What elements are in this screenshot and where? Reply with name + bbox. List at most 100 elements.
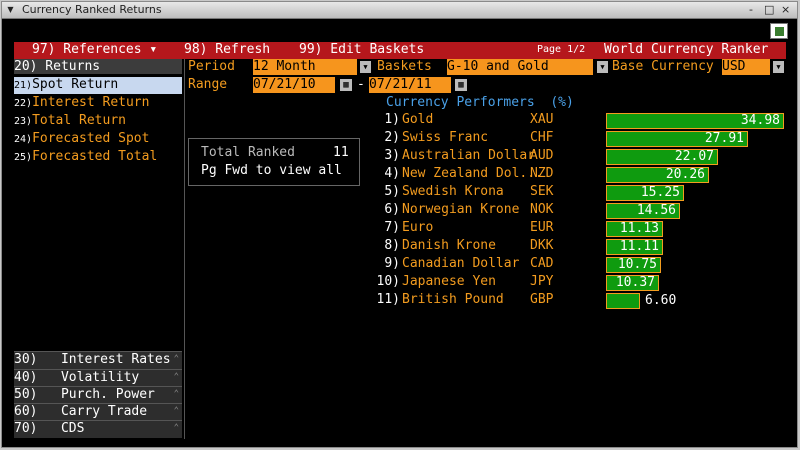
performer-value-label: 10.75 xyxy=(617,257,657,272)
system-menu-icon[interactable]: ▼ xyxy=(7,5,14,14)
performer-code: XAU xyxy=(530,112,554,127)
calendar-icon[interactable]: ▦ xyxy=(455,79,467,91)
calendar-icon[interactable]: ▦ xyxy=(340,79,352,91)
sidebar-item-forecasted-total[interactable]: 25)Forecasted Total xyxy=(14,149,158,164)
page-indicator: Page 1/2 xyxy=(537,44,586,55)
performer-name: Danish Krone xyxy=(402,238,496,253)
performer-rank: 7) xyxy=(384,220,400,235)
sidebar-section-purch-power[interactable]: 50) Purch. Power ⌃ xyxy=(14,386,182,404)
performer-value-label: 10.37 xyxy=(615,275,655,290)
sidebar-item-interest-return[interactable]: 22)Interest Return xyxy=(14,95,150,110)
title-bar: ▼ Currency Ranked Returns - □ × xyxy=(2,2,797,19)
page-forward-hint: Pg Fwd to view all xyxy=(201,163,342,178)
performer-value-label: 11.13 xyxy=(619,221,659,236)
performer-name: Norwegian Krone xyxy=(402,202,520,217)
performer-code: GBP xyxy=(530,292,554,307)
sidebar-section-volatility[interactable]: 40) Volatility ⌃ xyxy=(14,369,182,387)
export-icon[interactable] xyxy=(770,23,788,39)
app-name: World Currency Ranker xyxy=(604,42,769,57)
references-menu[interactable]: 97) References ▾ xyxy=(32,42,158,57)
range-end-input[interactable]: 07/21/11 xyxy=(369,77,451,93)
performer-rank: 5) xyxy=(384,184,400,199)
performers-heading: Currency Performers (%) xyxy=(386,95,574,110)
total-ranked-box: Total Ranked 11 Pg Fwd to view all xyxy=(188,138,360,186)
performer-value-label: 22.07 xyxy=(674,149,714,164)
performer-code: EUR xyxy=(530,220,554,235)
sidebar-item-spot-return[interactable]: 21)Spot Return xyxy=(14,77,182,94)
minimize-button[interactable]: - xyxy=(749,3,753,16)
performer-name: Swedish Krona xyxy=(402,184,504,199)
performer-bar xyxy=(606,185,684,201)
performer-name: Swiss Franc xyxy=(402,130,489,145)
performer-name: Euro xyxy=(402,220,434,235)
range-label: Range xyxy=(188,77,228,92)
performer-rank: 9) xyxy=(384,256,400,271)
performer-code: NZD xyxy=(530,166,554,181)
performer-bar xyxy=(606,149,718,165)
period-select[interactable]: 12 Month xyxy=(253,59,357,75)
sidebar-section-interest-rates[interactable]: 30) Interest Rates ⌃ xyxy=(14,351,182,369)
performer-bar xyxy=(606,257,661,273)
sidebar-item-forecasted-spot[interactable]: 24)Forecasted Spot xyxy=(14,131,150,146)
performer-code: CHF xyxy=(530,130,554,145)
performer-code: SEK xyxy=(530,184,554,199)
performer-bar xyxy=(606,203,680,219)
performer-rank: 4) xyxy=(384,166,400,181)
sidebar-item-total-return[interactable]: 23)Total Return xyxy=(14,113,126,128)
performer-name: Gold xyxy=(402,112,434,127)
close-button[interactable]: × xyxy=(781,3,791,16)
performer-bar xyxy=(606,293,640,309)
performer-code: CAD xyxy=(530,256,554,271)
performer-bar xyxy=(606,167,709,183)
expand-icon: ⌃ xyxy=(173,406,179,416)
performer-bar xyxy=(606,221,663,237)
performer-name: New Zealand Dol... xyxy=(402,166,543,181)
total-ranked-label: Total Ranked xyxy=(201,145,295,160)
performer-bar xyxy=(606,239,663,255)
performer-value-label: 11.11 xyxy=(619,239,659,254)
refresh-button[interactable]: 98) Refresh xyxy=(184,42,271,57)
performer-bar xyxy=(606,275,659,291)
performer-rank: 6) xyxy=(384,202,400,217)
baskets-select[interactable]: G-10 and Gold xyxy=(447,59,593,75)
performer-rank: 1) xyxy=(384,112,400,127)
expand-icon: ⌃ xyxy=(173,423,179,433)
performer-name: Japanese Yen xyxy=(402,274,496,289)
performer-rank: 8) xyxy=(384,238,400,253)
performer-code: NOK xyxy=(530,202,554,217)
maximize-button[interactable]: □ xyxy=(764,3,775,16)
performer-rank: 11) xyxy=(376,292,400,307)
menu-bar: 97) References ▾ 98) Refresh 99) Edit Ba… xyxy=(14,42,786,59)
baskets-label: Baskets xyxy=(377,59,432,74)
base-currency-select[interactable]: USD xyxy=(722,59,770,75)
expand-icon: ⌃ xyxy=(173,372,179,382)
range-start-input[interactable]: 07/21/10 xyxy=(253,77,335,93)
base-currency-label: Base Currency xyxy=(612,59,714,74)
window-title: Currency Ranked Returns xyxy=(22,3,162,16)
performer-code: DKK xyxy=(530,238,554,253)
performer-value-label: 6.60 xyxy=(645,293,677,308)
period-label: Period xyxy=(188,59,235,74)
expand-icon: ⌃ xyxy=(173,354,179,364)
total-ranked-value: 11 xyxy=(333,145,349,160)
performer-name: British Pound xyxy=(402,292,504,307)
sidebar-section-carry-trade[interactable]: 60) Carry Trade ⌃ xyxy=(14,403,182,421)
performer-name: Canadian Dollar xyxy=(402,256,520,271)
sidebar-section-cds[interactable]: 70) CDS ⌃ xyxy=(14,420,182,438)
chevron-down-icon[interactable]: ▼ xyxy=(773,61,784,73)
performer-value-label: 20.26 xyxy=(665,167,705,182)
chevron-down-icon[interactable]: ▼ xyxy=(597,61,608,73)
performer-value-label: 14.56 xyxy=(636,203,676,218)
performer-bar xyxy=(606,131,748,147)
performer-value-label: 34.98 xyxy=(740,113,780,128)
performer-code: AUD xyxy=(530,148,554,163)
edit-baskets-button[interactable]: 99) Edit Baskets xyxy=(299,42,425,57)
sidebar-header-returns[interactable]: 20) Returns xyxy=(14,59,182,74)
chevron-down-icon[interactable]: ▼ xyxy=(360,61,371,73)
performer-value-label: 27.91 xyxy=(704,131,744,146)
performer-name: Australian Dollar xyxy=(402,148,536,163)
performer-value-label: 15.25 xyxy=(640,185,680,200)
performer-code: JPY xyxy=(530,274,554,289)
performer-rank: 2) xyxy=(384,130,400,145)
